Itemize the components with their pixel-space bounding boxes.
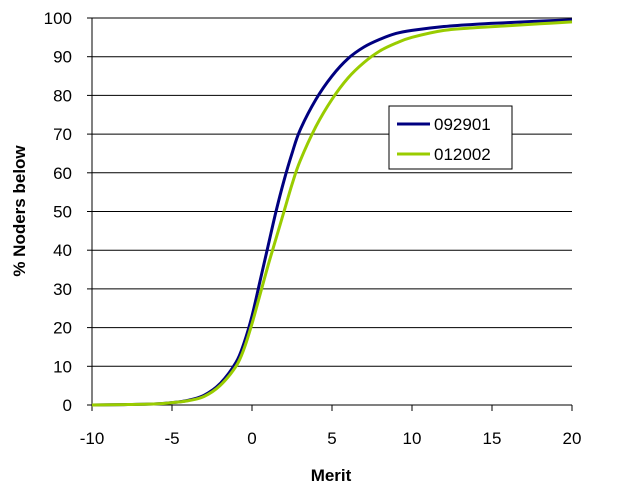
series-lines bbox=[91, 18, 573, 407]
ytick-label-80: 80 bbox=[53, 86, 72, 105]
legend: 092901 012002 bbox=[388, 105, 513, 170]
gridlines bbox=[87, 17, 572, 406]
y-axis-title: % Noders below bbox=[10, 145, 29, 277]
ytick-label-90: 90 bbox=[53, 48, 72, 67]
y-tick-labels: 0 10 20 30 40 50 60 70 80 90 100 bbox=[44, 9, 72, 415]
ytick-label-20: 20 bbox=[53, 319, 72, 338]
series-line-012002 bbox=[91, 20, 573, 407]
xtick-label-0: 0 bbox=[247, 429, 256, 448]
legend-label-092901: 092901 bbox=[434, 115, 491, 134]
x-tick-labels: -10 -5 0 5 10 15 20 bbox=[80, 429, 582, 448]
xtick-label--10: -10 bbox=[80, 429, 105, 448]
ytick-label-10: 10 bbox=[53, 357, 72, 376]
axes bbox=[91, 18, 573, 411]
ytick-label-40: 40 bbox=[53, 241, 72, 260]
ytick-label-0: 0 bbox=[63, 396, 72, 415]
x-axis-title: Merit bbox=[311, 466, 352, 483]
xtick-label-20: 20 bbox=[563, 429, 582, 448]
ytick-label-50: 50 bbox=[53, 203, 72, 222]
xtick-label-5: 5 bbox=[327, 429, 336, 448]
series-line-092901 bbox=[91, 18, 573, 407]
xtick-label--5: -5 bbox=[164, 429, 179, 448]
ytick-label-100: 100 bbox=[44, 9, 72, 28]
ytick-label-70: 70 bbox=[53, 125, 72, 144]
legend-label-012002: 012002 bbox=[434, 145, 491, 164]
xtick-label-15: 15 bbox=[483, 429, 502, 448]
xtick-label-10: 10 bbox=[403, 429, 422, 448]
ytick-label-30: 30 bbox=[53, 280, 72, 299]
ytick-label-60: 60 bbox=[53, 164, 72, 183]
legend-box bbox=[388, 105, 513, 170]
